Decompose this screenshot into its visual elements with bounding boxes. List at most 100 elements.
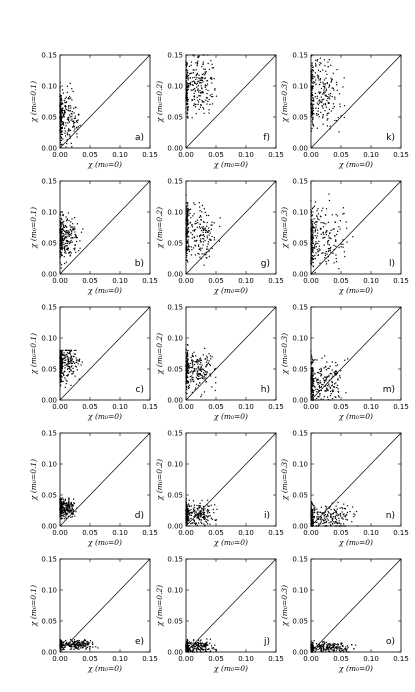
scatter-point <box>324 648 326 650</box>
scatter-point <box>200 82 202 84</box>
scatter-point <box>317 645 319 647</box>
scatter-point <box>73 226 75 228</box>
scatter-point <box>185 372 187 374</box>
scatter-point <box>327 367 329 370</box>
scatter-point <box>74 117 77 119</box>
plot-frame <box>310 54 402 149</box>
scatter-point <box>322 117 324 119</box>
scatter-point <box>67 242 69 244</box>
scatter-point <box>203 648 205 651</box>
scatter-point <box>186 523 188 525</box>
scatter-point <box>310 510 313 512</box>
scatter-point <box>62 349 64 351</box>
scatter-point <box>63 220 65 223</box>
scatter-point <box>61 375 63 378</box>
scatter-point <box>83 643 85 645</box>
x-axis-title: χ (m₀=0) <box>87 286 122 295</box>
scatter-point <box>214 88 216 90</box>
scatter-point <box>60 116 63 118</box>
scatter-point <box>310 240 312 242</box>
scatter-point <box>185 98 187 100</box>
scatter-point <box>60 501 62 503</box>
scatter-point <box>200 519 202 521</box>
scatter-point <box>355 510 358 513</box>
scatter-point <box>199 239 201 242</box>
scatter-point <box>310 645 312 647</box>
scatter-point <box>339 228 341 230</box>
scatter-point <box>327 250 329 253</box>
scatter-point <box>343 503 345 505</box>
scatter-point <box>67 515 70 517</box>
scatter-point <box>310 501 313 503</box>
scatter-point <box>185 71 187 73</box>
scatter-point <box>187 363 189 366</box>
scatter-point <box>187 369 189 371</box>
scatter-point <box>310 83 312 85</box>
scatter-point <box>209 103 211 106</box>
scatter-point <box>337 522 339 524</box>
scatter-point <box>209 638 211 640</box>
scatter-point <box>320 389 323 392</box>
scatter-point <box>88 646 90 648</box>
scatter-point <box>70 119 72 121</box>
scatter-point <box>331 79 333 81</box>
scatter-point <box>185 194 187 196</box>
scatter-point <box>80 644 83 646</box>
scatter-point <box>71 504 74 506</box>
scatter-point <box>316 97 318 99</box>
scatter-point <box>202 231 204 233</box>
scatter-point <box>89 648 91 650</box>
scatter-point <box>59 237 61 240</box>
scatter-point <box>194 223 196 225</box>
panel-label: h) <box>261 385 270 395</box>
y-tick-label: 0.05 <box>292 492 308 500</box>
scatter-point <box>62 373 65 376</box>
scatter-point <box>312 88 314 90</box>
scatter-point <box>316 60 318 62</box>
scatter-point <box>196 219 199 221</box>
scatter-point <box>320 221 322 224</box>
scatter-point <box>59 108 62 110</box>
scatter-point <box>322 377 324 379</box>
scatter-point <box>62 505 64 507</box>
scatter-point <box>311 102 313 105</box>
scatter-point <box>310 234 312 236</box>
scatter-point <box>86 641 88 643</box>
scatter-point <box>311 225 313 227</box>
scatter-point <box>192 360 194 363</box>
scatter-point <box>66 506 68 508</box>
scatter-point <box>196 372 199 374</box>
scatter-point <box>192 364 194 366</box>
scatter-point <box>197 647 199 649</box>
scatter-point <box>318 386 321 388</box>
scatter-point <box>77 119 79 121</box>
x-tick-label: 0.10 <box>112 151 128 159</box>
scatter-point <box>71 509 73 511</box>
scatter-point <box>200 644 202 647</box>
scatter-point <box>59 352 61 354</box>
scatter-point <box>213 78 215 80</box>
scatter-point <box>311 512 313 514</box>
scatter-point <box>328 199 331 202</box>
scatter-point <box>67 240 69 242</box>
scatter-point <box>207 89 209 92</box>
scatter-point <box>69 251 71 253</box>
scatter-point <box>70 357 72 359</box>
scatter-point <box>210 59 212 62</box>
scatter-point <box>190 356 192 359</box>
identity-line <box>185 306 277 401</box>
scatter-point <box>198 373 200 375</box>
scatter-point <box>207 510 209 513</box>
scatter-point <box>310 361 312 363</box>
scatter-point <box>199 513 201 515</box>
scatter-point <box>319 516 321 518</box>
scatter-point <box>74 646 76 649</box>
scatter-point <box>328 506 330 508</box>
y-axis-title: χ (m₀=0.3) <box>280 333 289 375</box>
scatter-point <box>191 645 193 647</box>
scatter-point <box>335 646 338 648</box>
scatter-point <box>337 378 339 380</box>
scatter-point <box>67 509 69 512</box>
scatter-point <box>61 121 64 123</box>
scatter-point <box>335 81 338 84</box>
